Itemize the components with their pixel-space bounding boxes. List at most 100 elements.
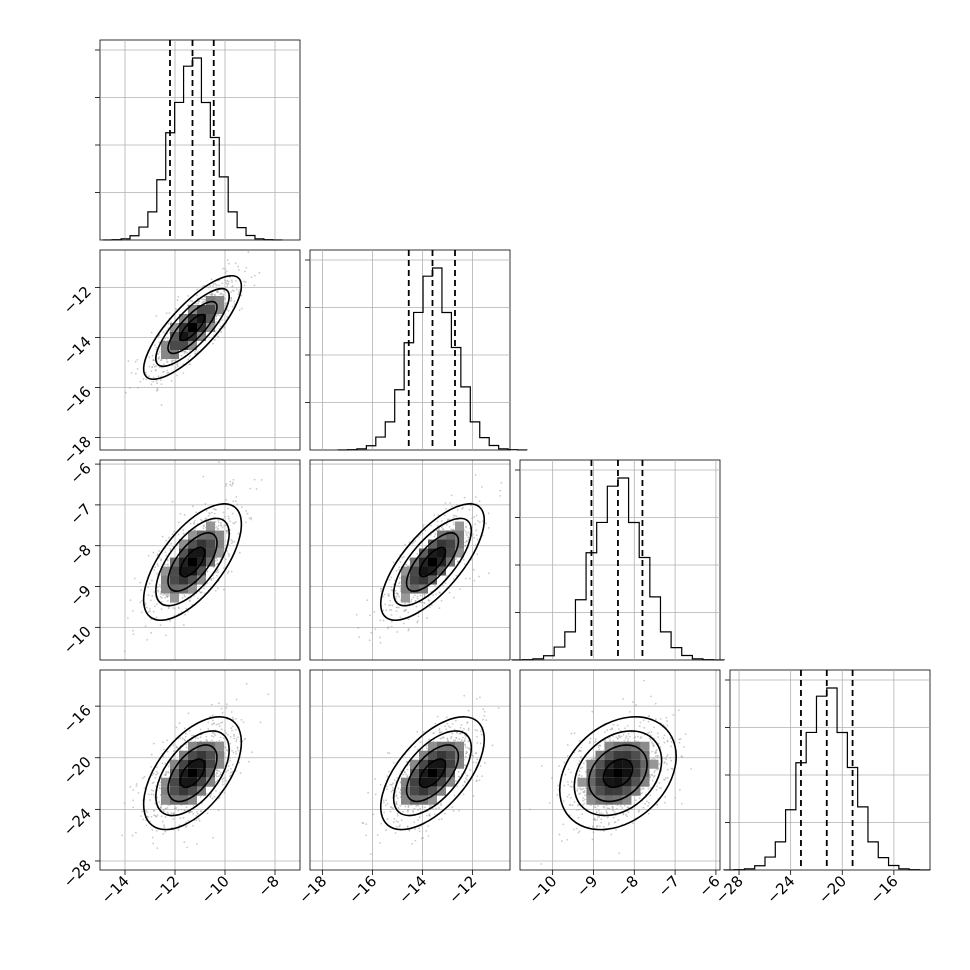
sample-point [401, 556, 404, 559]
sample-point [665, 716, 668, 719]
sample-point [660, 787, 662, 790]
sample-point [209, 794, 212, 797]
sample-point [580, 746, 583, 749]
sample-point [169, 548, 172, 550]
sample-point [234, 750, 237, 753]
sample-point [590, 757, 593, 760]
sample-point [394, 832, 397, 834]
sample-point [224, 279, 226, 282]
sample-point [598, 744, 601, 747]
density-cell [446, 777, 455, 787]
sample-point [186, 351, 189, 354]
sample-point [207, 728, 210, 730]
sample-point [156, 586, 159, 589]
sample-point [664, 801, 666, 804]
sample-point [182, 529, 185, 531]
sample-point [154, 566, 157, 569]
density-cell [455, 750, 464, 760]
sample-point [576, 789, 579, 792]
sample-point [224, 281, 227, 284]
sample-point [157, 357, 160, 360]
density-cell [595, 759, 605, 769]
density-cell [188, 750, 197, 760]
sample-point [222, 267, 224, 270]
sample-point [598, 811, 601, 814]
sample-point [378, 841, 381, 844]
sample-point [462, 784, 464, 787]
sample-point [460, 724, 463, 726]
sample-point [229, 483, 232, 486]
sample-point [230, 291, 233, 293]
sample-point [412, 811, 415, 813]
sample-point [370, 631, 373, 634]
sample-point [616, 808, 618, 810]
sample-point [428, 606, 431, 609]
sample-point [235, 753, 238, 755]
sample-point [151, 594, 154, 597]
density-cell [437, 786, 446, 796]
sample-point [231, 763, 234, 766]
density-cell [197, 314, 206, 323]
sample-point [578, 739, 581, 742]
sample-point [622, 812, 625, 815]
sample-point [412, 541, 415, 544]
sample-point [233, 540, 236, 543]
sample-point [181, 596, 184, 599]
sample-point [640, 788, 643, 791]
sample-point [481, 520, 484, 523]
sample-point [358, 636, 361, 639]
hist-frame [99, 39, 301, 241]
sample-point [365, 834, 368, 837]
density-cell [170, 575, 179, 585]
sample-point [146, 639, 149, 641]
sample-point [395, 825, 398, 828]
density-cell [586, 759, 596, 769]
sample-point [387, 593, 390, 595]
sample-point [581, 804, 584, 806]
sample-point [200, 298, 203, 301]
sample-point [413, 821, 416, 824]
sample-point [626, 725, 629, 727]
sample-point [463, 563, 466, 566]
panel-frame [99, 459, 301, 661]
sample-point [220, 522, 222, 525]
contour-level-3 [558, 716, 677, 831]
sample-point [392, 789, 395, 792]
sample-point [246, 512, 249, 515]
sample-point [150, 765, 152, 768]
sample-point [528, 808, 531, 811]
sample-point [227, 507, 229, 510]
sample-point [241, 307, 243, 310]
density-cell [197, 305, 206, 314]
sample-point [200, 519, 203, 522]
sample-point [407, 809, 410, 811]
sample-point [452, 514, 455, 517]
sample-point [425, 829, 428, 832]
sample-point [222, 777, 225, 780]
sample-point [678, 741, 681, 744]
sample-point [476, 538, 479, 541]
sample-point [567, 783, 570, 786]
sample-point [447, 725, 450, 728]
sample-point [579, 767, 582, 770]
sample-point [592, 818, 595, 821]
sample-point [445, 728, 448, 731]
sample-point [389, 810, 392, 813]
sample-point [479, 742, 482, 745]
sample-point [202, 527, 205, 530]
sample-point [382, 609, 385, 612]
sample-point [595, 808, 598, 811]
sample-point [147, 611, 150, 613]
density-cell [419, 750, 428, 760]
sample-point [388, 578, 391, 581]
sample-point [451, 505, 453, 508]
sample-point [228, 280, 230, 283]
y-tick-label: −12 [60, 283, 95, 318]
sample-point [563, 761, 566, 764]
sample-point [158, 341, 161, 344]
sample-point [395, 570, 398, 572]
sample-point [558, 765, 560, 767]
sample-point [220, 722, 222, 724]
sample-point [215, 723, 218, 726]
sample-point [566, 795, 569, 798]
